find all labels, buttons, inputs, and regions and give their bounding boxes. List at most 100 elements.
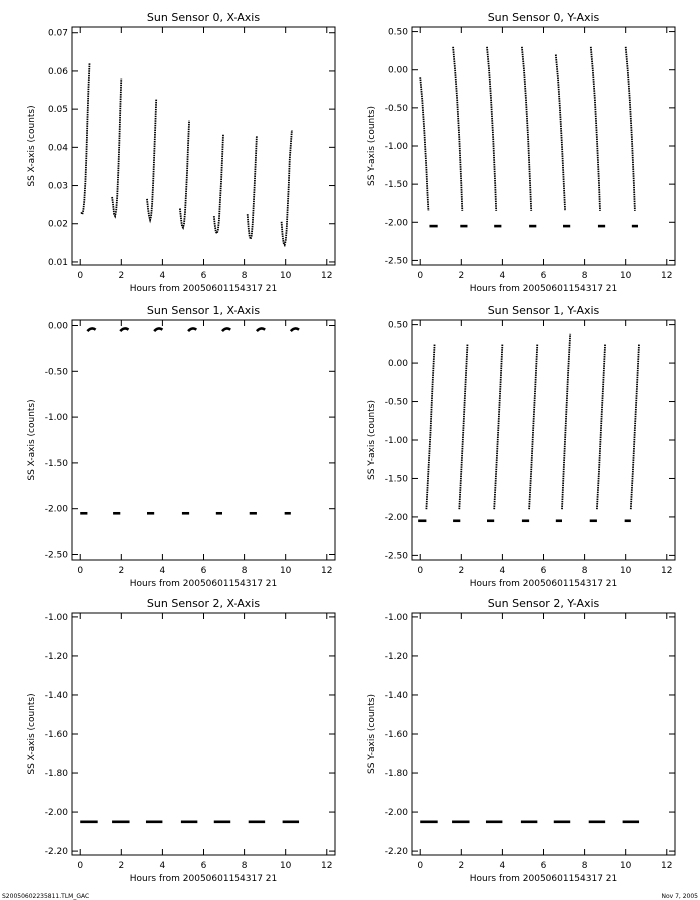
y-tick-label: -1.50 <box>385 180 409 190</box>
x-tick-label: 4 <box>500 861 506 871</box>
chart-panel-0: Sun Sensor 0, X-Axis 0 2 4 6 8 10 12 0.01 0.02 0.0… <box>27 11 336 294</box>
x-tick-label: 0 <box>417 271 423 281</box>
y-axis-label: SS Y-axis (counts) <box>367 694 377 774</box>
x-tick-label: 6 <box>541 566 547 576</box>
y-tick-label: 0.07 <box>48 29 68 39</box>
plot-frame <box>411 612 676 856</box>
y-tick-label: -1.60 <box>385 730 409 740</box>
data-trace-6 <box>629 343 640 510</box>
x-tick-label: 10 <box>620 566 632 576</box>
y-tick-label: -1.00 <box>45 413 69 423</box>
y-tick-label: -2.00 <box>45 808 69 818</box>
x-tick-label: 12 <box>661 861 672 871</box>
x-tick-label: 12 <box>321 566 332 576</box>
x-tick-label: 0 <box>417 566 423 576</box>
panels: Sun Sensor 0, X-Axis 0 2 4 6 8 10 12 0.01 0.02 0.0… <box>27 11 676 884</box>
y-axis-label: SS X-axis (counts) <box>27 693 37 774</box>
y-tick-label: -2.50 <box>385 551 409 561</box>
x-tick-label: 8 <box>242 271 248 281</box>
data-segment <box>289 327 300 333</box>
x-tick-label: 2 <box>118 271 124 281</box>
data-segment <box>86 327 97 333</box>
x-axis-label: Hours from 20050601154317 21 <box>130 284 278 294</box>
y-tick-label: -1.20 <box>385 652 409 662</box>
plot-frame <box>411 26 676 266</box>
x-tick-label: 6 <box>541 271 547 281</box>
data-trace-5 <box>246 135 258 242</box>
x-tick-label: 4 <box>500 271 506 281</box>
y-tick-label: -1.60 <box>45 730 69 740</box>
data-trace-5 <box>596 343 606 510</box>
y-tick-label: -2.50 <box>385 256 409 266</box>
x-tick-label: 4 <box>160 861 166 871</box>
x-tick-label: 2 <box>458 861 464 871</box>
y-tick-label: 0.00 <box>48 321 68 331</box>
data-trace-2 <box>146 99 158 224</box>
y-tick-label: -0.50 <box>385 398 409 408</box>
y-tick-label: -2.00 <box>385 218 409 228</box>
chart-title: Sun Sensor 2, X-Axis <box>147 597 260 610</box>
y-tick-label: -1.80 <box>385 769 409 779</box>
plot-frame <box>71 26 336 266</box>
chart-panel-3: Sun Sensor 1, Y-Axis 0 2 4 6 8 10 12 -2.50 -2.00 -… <box>367 304 676 589</box>
y-tick-label: -1.80 <box>45 769 69 779</box>
data-segment <box>221 327 231 333</box>
x-tick-label: 2 <box>118 566 124 576</box>
chart-title: Sun Sensor 1, Y-Axis <box>488 304 600 317</box>
x-tick-label: 6 <box>201 271 207 281</box>
y-tick-label: -1.00 <box>385 142 409 152</box>
y-tick-label: -2.00 <box>385 513 409 523</box>
data-trace-4 <box>561 333 572 510</box>
data-trace-1 <box>111 78 123 219</box>
x-axis-label: Hours from 20050601154317 21 <box>130 579 278 589</box>
x-tick-label: 0 <box>77 566 83 576</box>
x-tick-label: 12 <box>661 271 672 281</box>
y-axis-label: SS Y-axis (counts) <box>367 106 377 186</box>
data-trace-0 <box>419 77 430 211</box>
y-tick-label: -1.40 <box>45 691 69 701</box>
data-trace-2 <box>493 343 504 510</box>
chart-panel-4: Sun Sensor 2, X-Axis 0 2 4 6 8 10 12 -2.20 -2.00 -… <box>27 597 336 884</box>
y-tick-label: -1.50 <box>45 459 69 469</box>
y-tick-label: -0.50 <box>385 104 409 114</box>
x-tick-label: 10 <box>620 861 632 871</box>
x-tick-label: 6 <box>541 861 547 871</box>
y-tick-label: -1.50 <box>385 474 409 484</box>
data-segment <box>119 327 130 333</box>
x-tick-label: 0 <box>417 861 423 871</box>
y-axis-label: SS X-axis (counts) <box>27 105 37 186</box>
x-tick-label: 8 <box>582 566 588 576</box>
x-tick-label: 8 <box>242 566 248 576</box>
chart-title: Sun Sensor 0, Y-Axis <box>488 11 600 24</box>
y-tick-label: -1.00 <box>385 436 409 446</box>
x-tick-label: 2 <box>458 271 464 281</box>
x-axis-label: Hours from 20050601154317 21 <box>470 874 618 884</box>
data-segment <box>187 327 198 333</box>
y-tick-label: 0.05 <box>48 105 68 115</box>
data-trace-6 <box>280 130 293 248</box>
y-tick-label: 0.03 <box>48 182 68 192</box>
plot-frame <box>71 319 336 561</box>
y-axis-label: SS X-axis (counts) <box>27 399 37 480</box>
plot-frame <box>71 612 336 856</box>
x-tick-label: 8 <box>242 861 248 871</box>
data-trace-6 <box>624 46 636 211</box>
data-trace-4 <box>212 133 224 236</box>
y-tick-label: -2.00 <box>45 505 69 515</box>
x-tick-label: 8 <box>582 271 588 281</box>
y-tick-label: 0.00 <box>388 66 408 76</box>
footer-right: Nov 7, 2005 <box>661 893 698 900</box>
data-trace-3 <box>528 343 539 510</box>
chart-panel-2: Sun Sensor 1, X-Axis 0 2 4 6 8 10 12 -2.50 -2.00 -… <box>27 304 336 589</box>
x-tick-label: 6 <box>201 566 207 576</box>
y-tick-label: -2.20 <box>45 847 69 857</box>
plot-frame <box>411 319 676 561</box>
data-trace-0 <box>80 63 91 217</box>
data-segment <box>153 327 164 333</box>
y-tick-label: -1.20 <box>45 652 69 662</box>
data-trace-4 <box>554 54 566 211</box>
chart-panel-1: Sun Sensor 0, Y-Axis 0 2 4 6 8 10 12 -2.50 -2.00 -… <box>367 11 676 294</box>
x-axis-label: Hours from 20050601154317 21 <box>470 579 618 589</box>
x-tick-label: 8 <box>582 861 588 871</box>
